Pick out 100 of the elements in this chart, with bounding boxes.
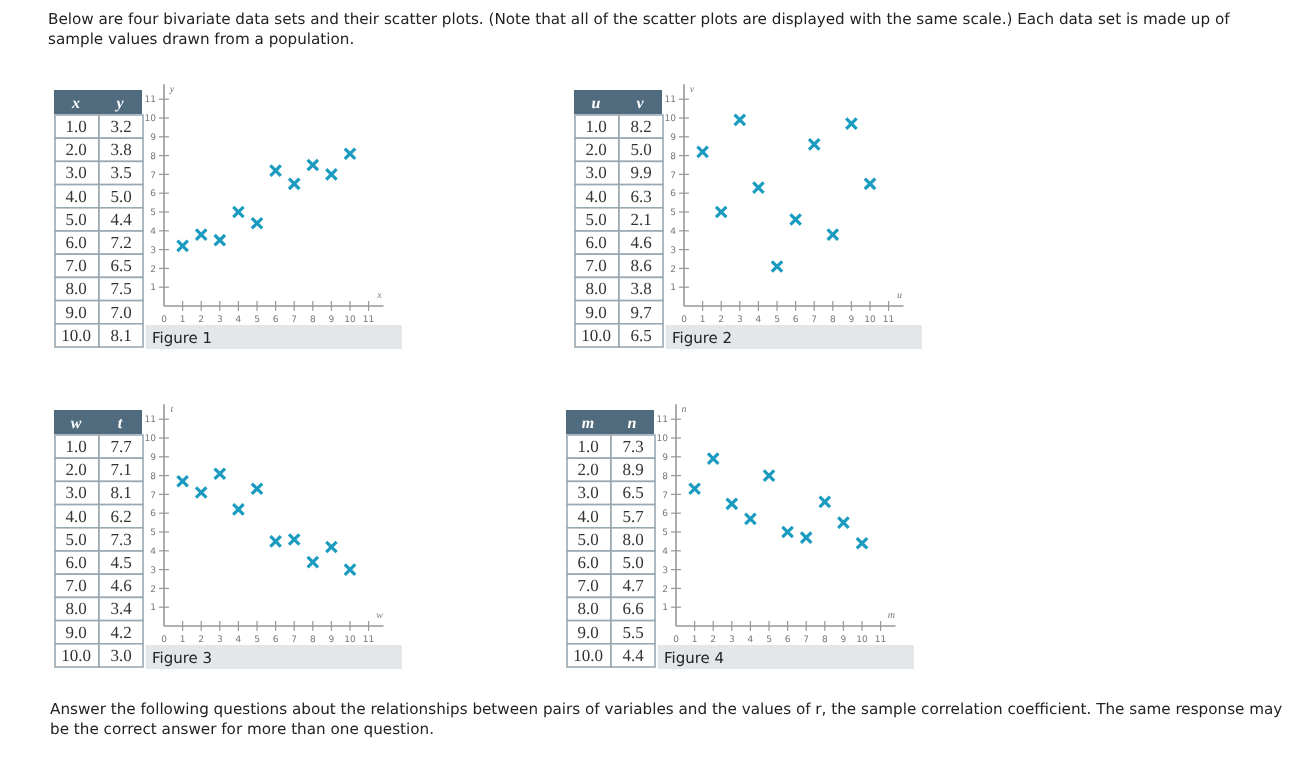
point	[743, 512, 758, 526]
point	[194, 485, 208, 500]
text: 7.7	[110, 436, 132, 456]
point	[826, 227, 840, 242]
text: 7.3	[110, 528, 132, 549]
point	[250, 216, 264, 231]
text: 8.0	[622, 528, 644, 549]
text: 1.0	[65, 436, 87, 456]
point	[855, 536, 869, 551]
text: 7.2	[110, 232, 132, 252]
point	[306, 158, 320, 172]
point	[287, 532, 301, 547]
text: 9.0	[65, 621, 87, 642]
text: 5.0	[630, 139, 652, 160]
text: v	[636, 94, 644, 112]
text: t	[117, 414, 123, 432]
text: 3.4	[110, 598, 134, 619]
point	[343, 562, 357, 577]
point	[687, 481, 702, 496]
text: n	[627, 414, 637, 432]
text: 10.0	[61, 644, 91, 665]
text: 7.3	[622, 436, 644, 456]
text: 4.5	[110, 552, 132, 572]
text: 1.0	[65, 116, 87, 136]
text: 6.5	[110, 255, 132, 276]
point	[213, 233, 227, 247]
text: 2.1	[630, 208, 652, 229]
text: 8.6	[630, 255, 652, 276]
text: 5.0	[577, 528, 599, 549]
point	[175, 239, 190, 253]
text: x	[72, 94, 80, 112]
text: 5.0	[622, 552, 644, 572]
text: 2.0	[585, 139, 607, 160]
text: 10.0	[581, 324, 611, 345]
text: 5.0	[65, 208, 87, 229]
text: 4.4	[622, 644, 646, 665]
text: 8.0	[577, 598, 599, 619]
text: 4.0	[65, 505, 87, 526]
text: 2.0	[577, 459, 599, 480]
text: y	[116, 94, 124, 112]
text: 9.0	[585, 301, 607, 322]
text: 4.0	[65, 185, 87, 206]
point	[733, 113, 747, 127]
text: 10.0	[61, 324, 91, 345]
text: 2.0	[65, 139, 87, 160]
point	[762, 468, 776, 483]
text: 5.0	[585, 208, 607, 229]
point	[780, 525, 795, 539]
text: 1.0	[585, 116, 607, 136]
point	[306, 555, 320, 569]
text: 5.5	[622, 621, 644, 642]
text: 9.0	[577, 621, 599, 642]
text: 10.0	[573, 644, 603, 665]
text: 7.0	[585, 255, 607, 276]
text: 4.2	[110, 621, 132, 642]
point	[836, 515, 851, 530]
text: 4.4	[110, 208, 134, 229]
point	[231, 205, 246, 219]
point	[695, 145, 710, 159]
text: 8.9	[622, 459, 644, 480]
point	[725, 497, 739, 511]
point	[751, 180, 766, 195]
text: 6.2	[110, 505, 132, 526]
text: 8.0	[65, 598, 87, 619]
text: 9.9	[630, 162, 652, 183]
text: 3.2	[110, 116, 132, 136]
text: 7.5	[110, 278, 132, 299]
text: 7.0	[110, 301, 132, 322]
point	[343, 146, 357, 161]
text: 7.0	[65, 255, 87, 276]
text: 7.0	[65, 575, 87, 596]
text: 6.0	[577, 552, 599, 572]
point	[807, 137, 821, 152]
point	[324, 540, 339, 554]
text: 7.1	[110, 459, 132, 480]
text: 9.0	[65, 301, 87, 322]
text: 6.5	[622, 482, 644, 503]
text: 3.0	[110, 644, 132, 665]
point	[788, 212, 803, 227]
point	[863, 177, 877, 191]
point	[250, 481, 264, 496]
text: 7.0	[577, 575, 599, 596]
point	[844, 116, 859, 131]
text: 3.0	[585, 162, 607, 183]
point	[175, 474, 190, 489]
point	[268, 163, 283, 178]
text: 3.0	[577, 482, 599, 503]
point	[706, 451, 720, 466]
text: 8.1	[110, 482, 132, 503]
text: 5.7	[622, 505, 644, 526]
text: 6.5	[630, 324, 652, 345]
text: 5.0	[110, 185, 132, 206]
text: 1.0	[577, 436, 599, 456]
text: 3.8	[110, 139, 132, 160]
text: u	[591, 94, 601, 112]
text: 8.0	[585, 278, 607, 299]
text: 4.7	[622, 575, 644, 596]
text: 4.6	[110, 575, 132, 596]
text: 6.6	[622, 598, 644, 619]
text: 4.6	[630, 232, 652, 252]
